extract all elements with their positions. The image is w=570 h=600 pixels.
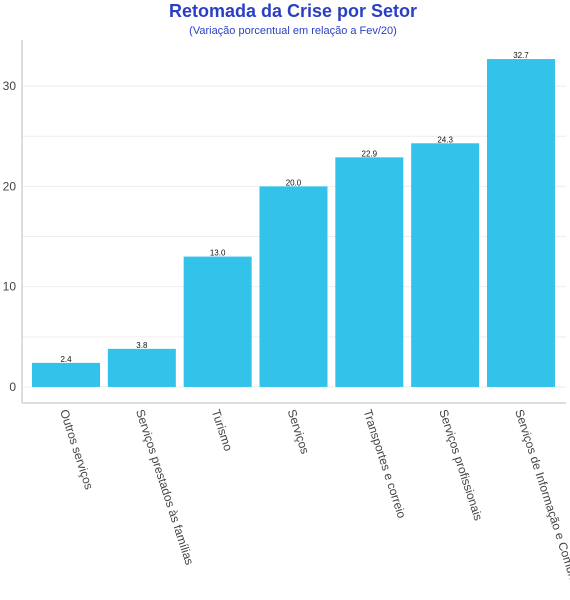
chart-subtitle: (Variação porcentual em relação a Fev/20… [189,25,397,37]
bar [32,362,100,387]
bar [107,348,176,387]
y-tick-label: 10 [3,280,17,294]
x-tick-label: Serviços de Informação e Comunicação [512,408,570,600]
chart-title: Retomada da Crise por Setor [169,1,417,21]
data-labels: 2.4 3.8 13.0 20.0 22.9 24.3 32.7 [60,51,529,364]
data-label: 32.7 [513,51,529,60]
data-label: 13.0 [210,249,226,258]
x-tick-labels: Outros serviços Serviços prestados às fam… [57,408,570,600]
data-label: 20.0 [286,178,302,187]
y-tick-label: 20 [3,179,17,193]
data-label: 24.3 [437,135,453,144]
data-label: 2.4 [60,355,72,364]
bar [411,143,480,387]
bar [183,256,252,387]
x-tick-label: Transportes e correio [360,408,409,521]
axes [21,40,566,404]
y-tick-label: 0 [9,380,16,394]
bars [32,59,555,387]
x-tick-label: Turismo [209,408,236,453]
bar [486,59,555,387]
x-tick-label: Serviços [285,408,313,456]
data-label: 22.9 [362,149,378,158]
bar [335,157,404,387]
x-tick-label: Outros serviços [57,408,96,492]
y-tick-labels: 0 10 20 30 [3,79,17,394]
data-label: 3.8 [136,341,148,350]
bar [259,186,328,387]
y-tick-label: 30 [3,79,17,93]
x-tick-label: Serviços profissionais [436,408,485,523]
x-tick-label: Serviços prestados às famílias [133,408,197,567]
